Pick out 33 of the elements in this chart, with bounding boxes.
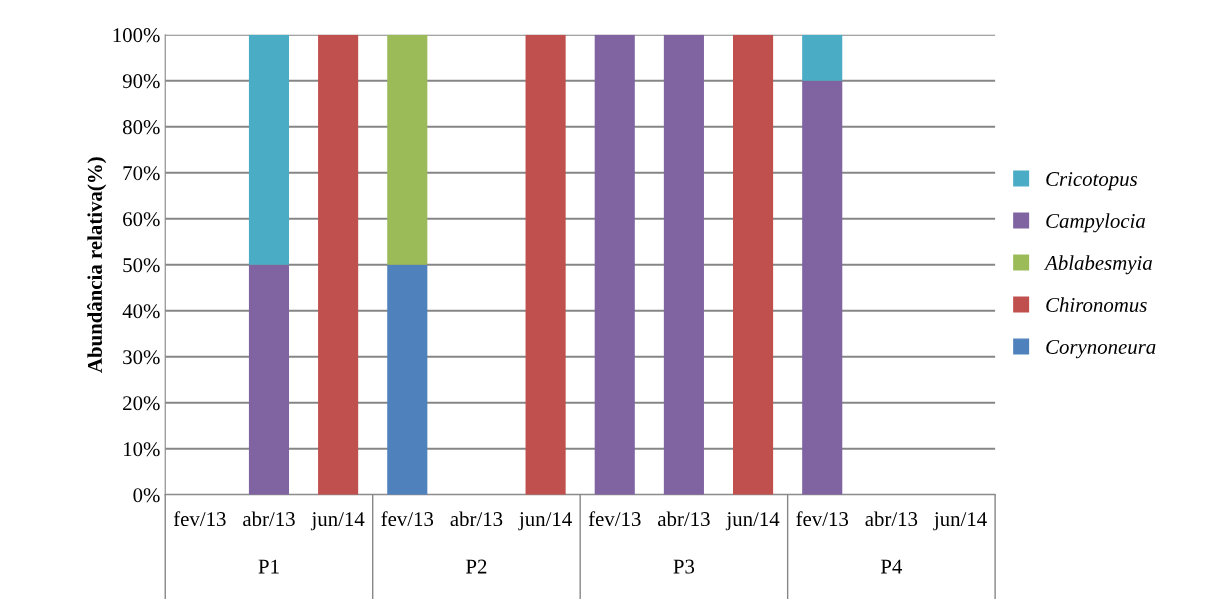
y-tick-label: 40% <box>122 304 160 319</box>
legend-label: Ablabesmyia <box>1043 255 1152 275</box>
y-tick-label: 100% <box>113 28 160 43</box>
y-tick-label: 10% <box>124 442 160 457</box>
y-tick-label: 60% <box>123 212 160 227</box>
x-tick-label: fev/13 <box>381 511 434 527</box>
x-tick-label: fev/13 <box>588 511 641 527</box>
y-tick-label: 30% <box>123 350 160 365</box>
y-axis-title: Abundância relativa(%) <box>87 157 107 373</box>
x-tick-label: jun/14 <box>518 512 572 531</box>
x-tick-label: abr/13 <box>658 511 710 527</box>
y-tick-label: 0% <box>133 488 160 503</box>
legend-label: Corynoneura <box>1046 339 1156 359</box>
x-tick-label: jun/14 <box>310 512 365 531</box>
legend-label: Cricotopus <box>1046 172 1138 191</box>
text: P1 <box>258 559 279 574</box>
x-tick-label: abr/13 <box>243 511 295 527</box>
x-tick-label: jun/14 <box>933 512 987 531</box>
text: P4 <box>880 559 903 574</box>
y-tick-label: 90% <box>122 74 160 89</box>
text: P3 <box>673 559 695 574</box>
x-tick-label: abr/13 <box>450 511 503 527</box>
x-tick-label: fev/13 <box>796 511 849 527</box>
y-tick-label: 50% <box>123 258 160 273</box>
legend-label: Campylocia <box>1046 213 1146 233</box>
y-tick-label: 80% <box>122 120 160 135</box>
x-tick-label: abr/13 <box>865 511 918 527</box>
x-tick-label: jun/14 <box>725 512 780 531</box>
y-tick-label: 70% <box>123 166 160 181</box>
legend-label: Chironomus <box>1046 297 1147 313</box>
text: P2 <box>466 559 487 574</box>
x-tick-label: fev/13 <box>173 511 226 527</box>
y-tick-label: 20% <box>123 396 160 411</box>
